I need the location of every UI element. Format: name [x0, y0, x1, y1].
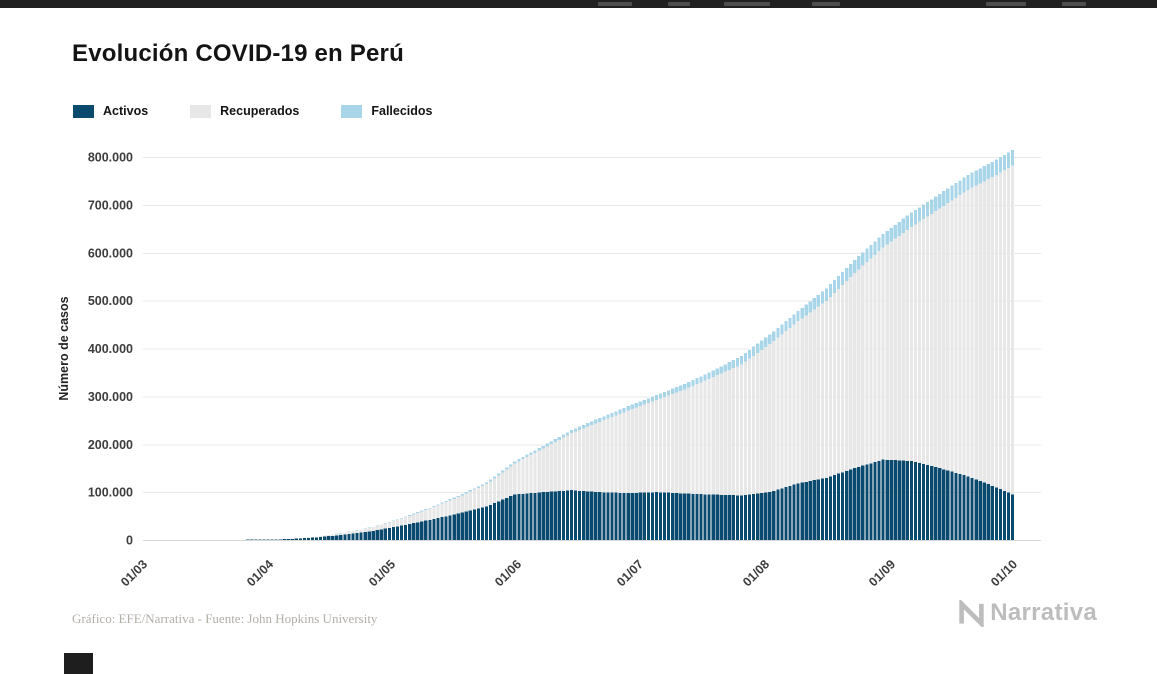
top-edge-mark	[986, 2, 1026, 6]
x-tick-label: 01/06	[492, 557, 524, 589]
narrativa-mark-icon	[959, 599, 984, 627]
y-axis-title: Número de casos	[57, 296, 71, 400]
y-tick-label: 200.000	[88, 438, 133, 452]
y-tick-label: 100.000	[88, 486, 133, 500]
svg-text:Número de casos: Número de casos	[57, 296, 71, 400]
brand-logo: Narrativa	[958, 599, 1097, 627]
series-fallecidos-bars	[335, 149, 1015, 534]
y-tick-label: 0	[126, 534, 133, 548]
x-tick-label: 01/10	[988, 557, 1020, 589]
legend-swatch-activos	[73, 104, 94, 118]
y-axis-labels: 0 100.000 200.000 300.000 400.000 500.000 600.…	[88, 151, 133, 548]
legend-swatch-recuperados	[190, 104, 212, 118]
brand-name: Narrativa	[990, 599, 1097, 626]
legend-label-recuperados: Recuperados	[220, 104, 300, 118]
y-tick-label: 600.000	[88, 246, 133, 260]
top-edge-mark	[668, 2, 690, 6]
series-recuperados-bars	[282, 165, 1015, 540]
x-tick-label: 01/09	[866, 557, 898, 589]
legend-label-activos: Activos	[103, 104, 149, 118]
legend: Activos Recuperados Fallecidos	[73, 104, 433, 118]
top-edge-mark	[1062, 2, 1086, 6]
y-tick-label: 400.000	[88, 342, 133, 356]
legend-item-fallecidos: Fallecidos	[341, 104, 433, 118]
y-tick-label: 500.000	[88, 294, 133, 308]
y-tick-label: 700.000	[88, 198, 133, 212]
x-tick-label: 01/08	[740, 557, 772, 589]
x-tick-label: 01/07	[614, 557, 646, 589]
chart-title: Evolución COVID-19 en Perú	[72, 40, 404, 67]
series-activos-bars	[229, 459, 1015, 541]
y-tick-label: 300.000	[88, 390, 133, 404]
bottom-edge-artifact	[64, 653, 93, 674]
x-tick-label: 01/05	[366, 557, 398, 589]
x-tick-label: 01/03	[118, 557, 150, 589]
top-edge-mark	[724, 2, 770, 6]
y-tick-label: 800.000	[88, 151, 133, 165]
legend-swatch-fallecidos	[341, 104, 363, 118]
top-edge-mark	[598, 2, 632, 6]
top-edge-mark	[812, 2, 840, 6]
legend-item-activos: Activos	[73, 104, 148, 118]
legend-item-recuperados: Recuperados	[190, 104, 299, 118]
top-edge-artifact	[0, 0, 1157, 8]
x-axis-labels: 01/03 01/04 01/05 01/06 01/07 01/08 01/09 01/10	[118, 557, 1020, 589]
legend-label-fallecidos: Fallecidos	[371, 104, 433, 118]
x-tick-label: 01/04	[244, 557, 276, 589]
footer-credit: Gráfico: EFE/Narrativa - Fuente: John Ho…	[72, 611, 378, 626]
